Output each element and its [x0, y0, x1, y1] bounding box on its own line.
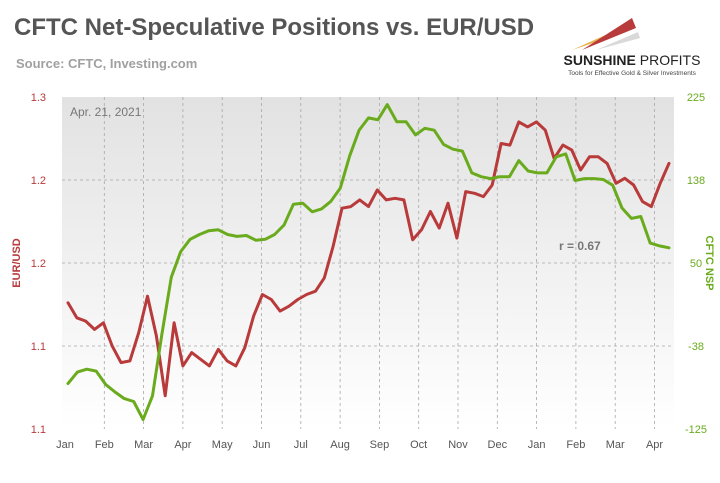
x-tick-label: Dec	[488, 439, 508, 451]
x-tick-label: Nov	[448, 439, 468, 451]
x-tick-label: Jan	[56, 439, 74, 451]
logo-name-bold: SUNSHINE	[563, 52, 636, 68]
right-tick-label: -125	[685, 424, 707, 436]
axis-labels: 1.1 -125 1.1 -38 1.2 50 1.2 138 1.3 225 Jan Feb Mar A…	[11, 92, 715, 451]
cftc-nsp-series-line	[66, 103, 671, 421]
x-tick-label: Jul	[294, 439, 308, 451]
annotation-correlation: r = 0.67	[559, 239, 601, 253]
grid-lines	[62, 97, 674, 429]
sunshine-profits-logo: SUNSHINE PROFITS Tools for Effective Gol…	[552, 14, 712, 84]
right-tick-label: 138	[687, 175, 705, 187]
x-tick-label: Apr	[174, 439, 191, 451]
right-tick-label: 50	[690, 258, 702, 270]
x-tick-label: May	[212, 439, 233, 451]
x-tick-label: Mar	[606, 439, 625, 451]
logo-name: SUNSHINE PROFITS	[552, 52, 712, 68]
right-tick-label: 225	[687, 92, 705, 104]
right-axis-title: CFTC NSP	[703, 236, 715, 291]
left-tick-label: 1.2	[31, 175, 46, 187]
eurusd-series-line	[66, 120, 671, 398]
series-layer	[66, 103, 671, 421]
logo-tagline: Tools for Effective Gold & Silver Invest…	[568, 70, 696, 77]
chart-source: Source: CFTC, Investing.com	[16, 56, 198, 71]
x-tick-label: Jan	[528, 439, 546, 451]
logo-name-light: PROFITS	[639, 52, 701, 68]
left-tick-label: 1.1	[31, 424, 46, 436]
x-tick-label: Mar	[134, 439, 153, 451]
x-tick-label: Jun	[253, 439, 271, 451]
annotation-date: Apr. 21, 2021	[70, 105, 142, 119]
left-tick-label: 1.3	[31, 92, 46, 104]
x-tick-label: Feb	[566, 439, 585, 451]
left-axis-title: EUR/USD	[11, 238, 23, 288]
x-tick-label: Sep	[370, 439, 390, 451]
x-tick-label: Apr	[646, 439, 663, 451]
right-tick-label: -38	[688, 341, 704, 353]
chart-title: CFTC Net-Speculative Positions vs. EUR/U…	[14, 14, 535, 41]
left-tick-label: 1.2	[31, 258, 46, 270]
left-tick-label: 1.1	[31, 341, 46, 353]
x-tick-label: Oct	[410, 439, 427, 451]
x-tick-label: Feb	[95, 439, 114, 451]
x-tick-label: Aug	[330, 439, 350, 451]
logo-swoosh-icon	[572, 18, 640, 50]
